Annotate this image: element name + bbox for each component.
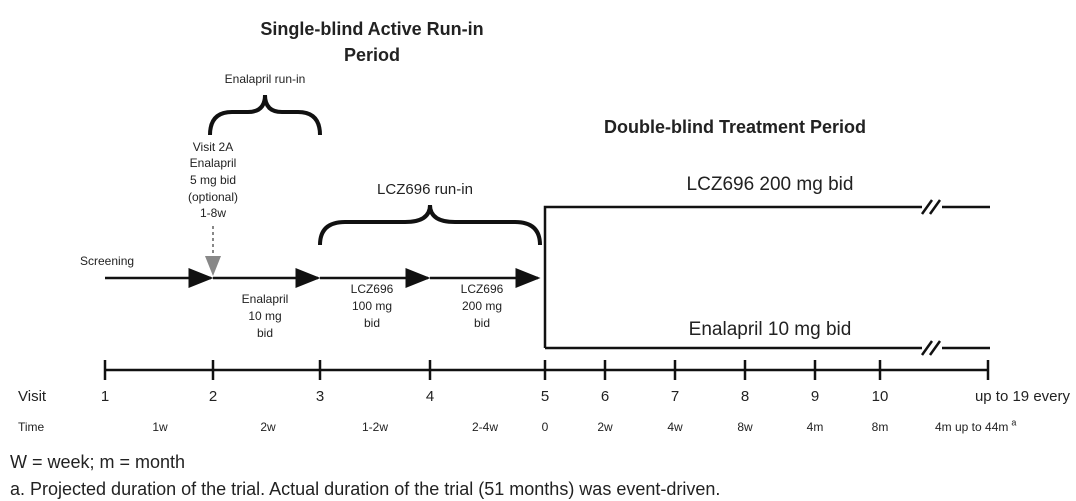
break-marks <box>920 198 942 357</box>
segment-label: Enalapril <box>242 292 289 306</box>
screening: Screening <box>80 254 134 268</box>
time-value: 8w <box>737 420 753 434</box>
time-value: 1w <box>152 420 168 434</box>
visit-number: 9 <box>811 388 819 405</box>
timeline-labels: Visit Time 1 2 3 4 5 6 7 8 9 10 up to 19 every 1w 2w 1-… <box>18 360 1070 434</box>
footnote: W = week; m = month <box>10 452 185 472</box>
segment-label: LCZ696 <box>461 282 504 296</box>
segment-label: bid <box>257 326 273 340</box>
enalapril-runin: Enalapril run-in <box>225 72 306 86</box>
segment-label: LCZ696 <box>351 282 394 296</box>
time-note: a <box>1011 417 1016 427</box>
visit-number: up to 19 every <box>975 388 1071 405</box>
visit2a: Visit 2A Enalapril 5 mg bid (optional) 1… <box>188 140 238 220</box>
brace <box>318 204 542 246</box>
time-value: 8m <box>872 420 889 434</box>
brace <box>208 94 322 136</box>
segment-label: bid <box>364 316 380 330</box>
phase1-title: Period <box>344 45 400 65</box>
visit-label: Visit <box>18 388 47 405</box>
visit2a-line: Enalapril <box>190 156 237 170</box>
phase1-title: Single-blind Active Run-in <box>260 19 483 39</box>
segment-label: bid <box>474 316 490 330</box>
time-value: 2-4w <box>472 420 498 434</box>
visit-number: 8 <box>741 388 749 405</box>
time-value: 2w <box>597 420 613 434</box>
segment-label: 10 mg <box>248 309 281 323</box>
segment-label: 100 mg <box>352 299 392 313</box>
visit-number: 7 <box>671 388 679 405</box>
time-value: 2w <box>260 420 276 434</box>
time-label: Time <box>18 420 45 434</box>
time-value: 4w <box>667 420 683 434</box>
visit-number: 1 <box>101 388 109 405</box>
phase2-title: Double-blind Treatment Period <box>604 117 866 137</box>
arm-lower: Enalapril 10 mg bid <box>689 319 852 340</box>
arm-line <box>543 205 990 348</box>
visit2a-line: 5 mg bid <box>190 173 236 187</box>
visit-number: 2 <box>209 388 217 405</box>
segment-label: 200 mg <box>462 299 502 313</box>
visit-number: 3 <box>316 388 324 405</box>
visit-number: 10 <box>872 388 889 405</box>
time-value: 4m up to 44m <box>935 420 1008 434</box>
time-value: 4m <box>807 420 824 434</box>
visit2a-line: (optional) <box>188 190 238 204</box>
visit-number: 5 <box>541 388 549 405</box>
time-value: 1-2w <box>362 420 388 434</box>
lcz-runin: LCZ696 run-in <box>377 181 473 198</box>
visit2a-line: Visit 2A <box>193 140 233 154</box>
time-value: 0 <box>542 420 549 434</box>
visit-number: 6 <box>601 388 609 405</box>
footnote: a. Projected duration of the trial. Actu… <box>10 479 720 499</box>
segment-labels: Enalapril 10 mg bid LCZ696 100 mg bid LCZ696 20… <box>242 282 504 340</box>
arm-upper: LCZ696 200 mg bid <box>687 174 854 195</box>
visit2a-line: 1-8w <box>200 206 226 220</box>
visit-number: 4 <box>426 388 434 405</box>
